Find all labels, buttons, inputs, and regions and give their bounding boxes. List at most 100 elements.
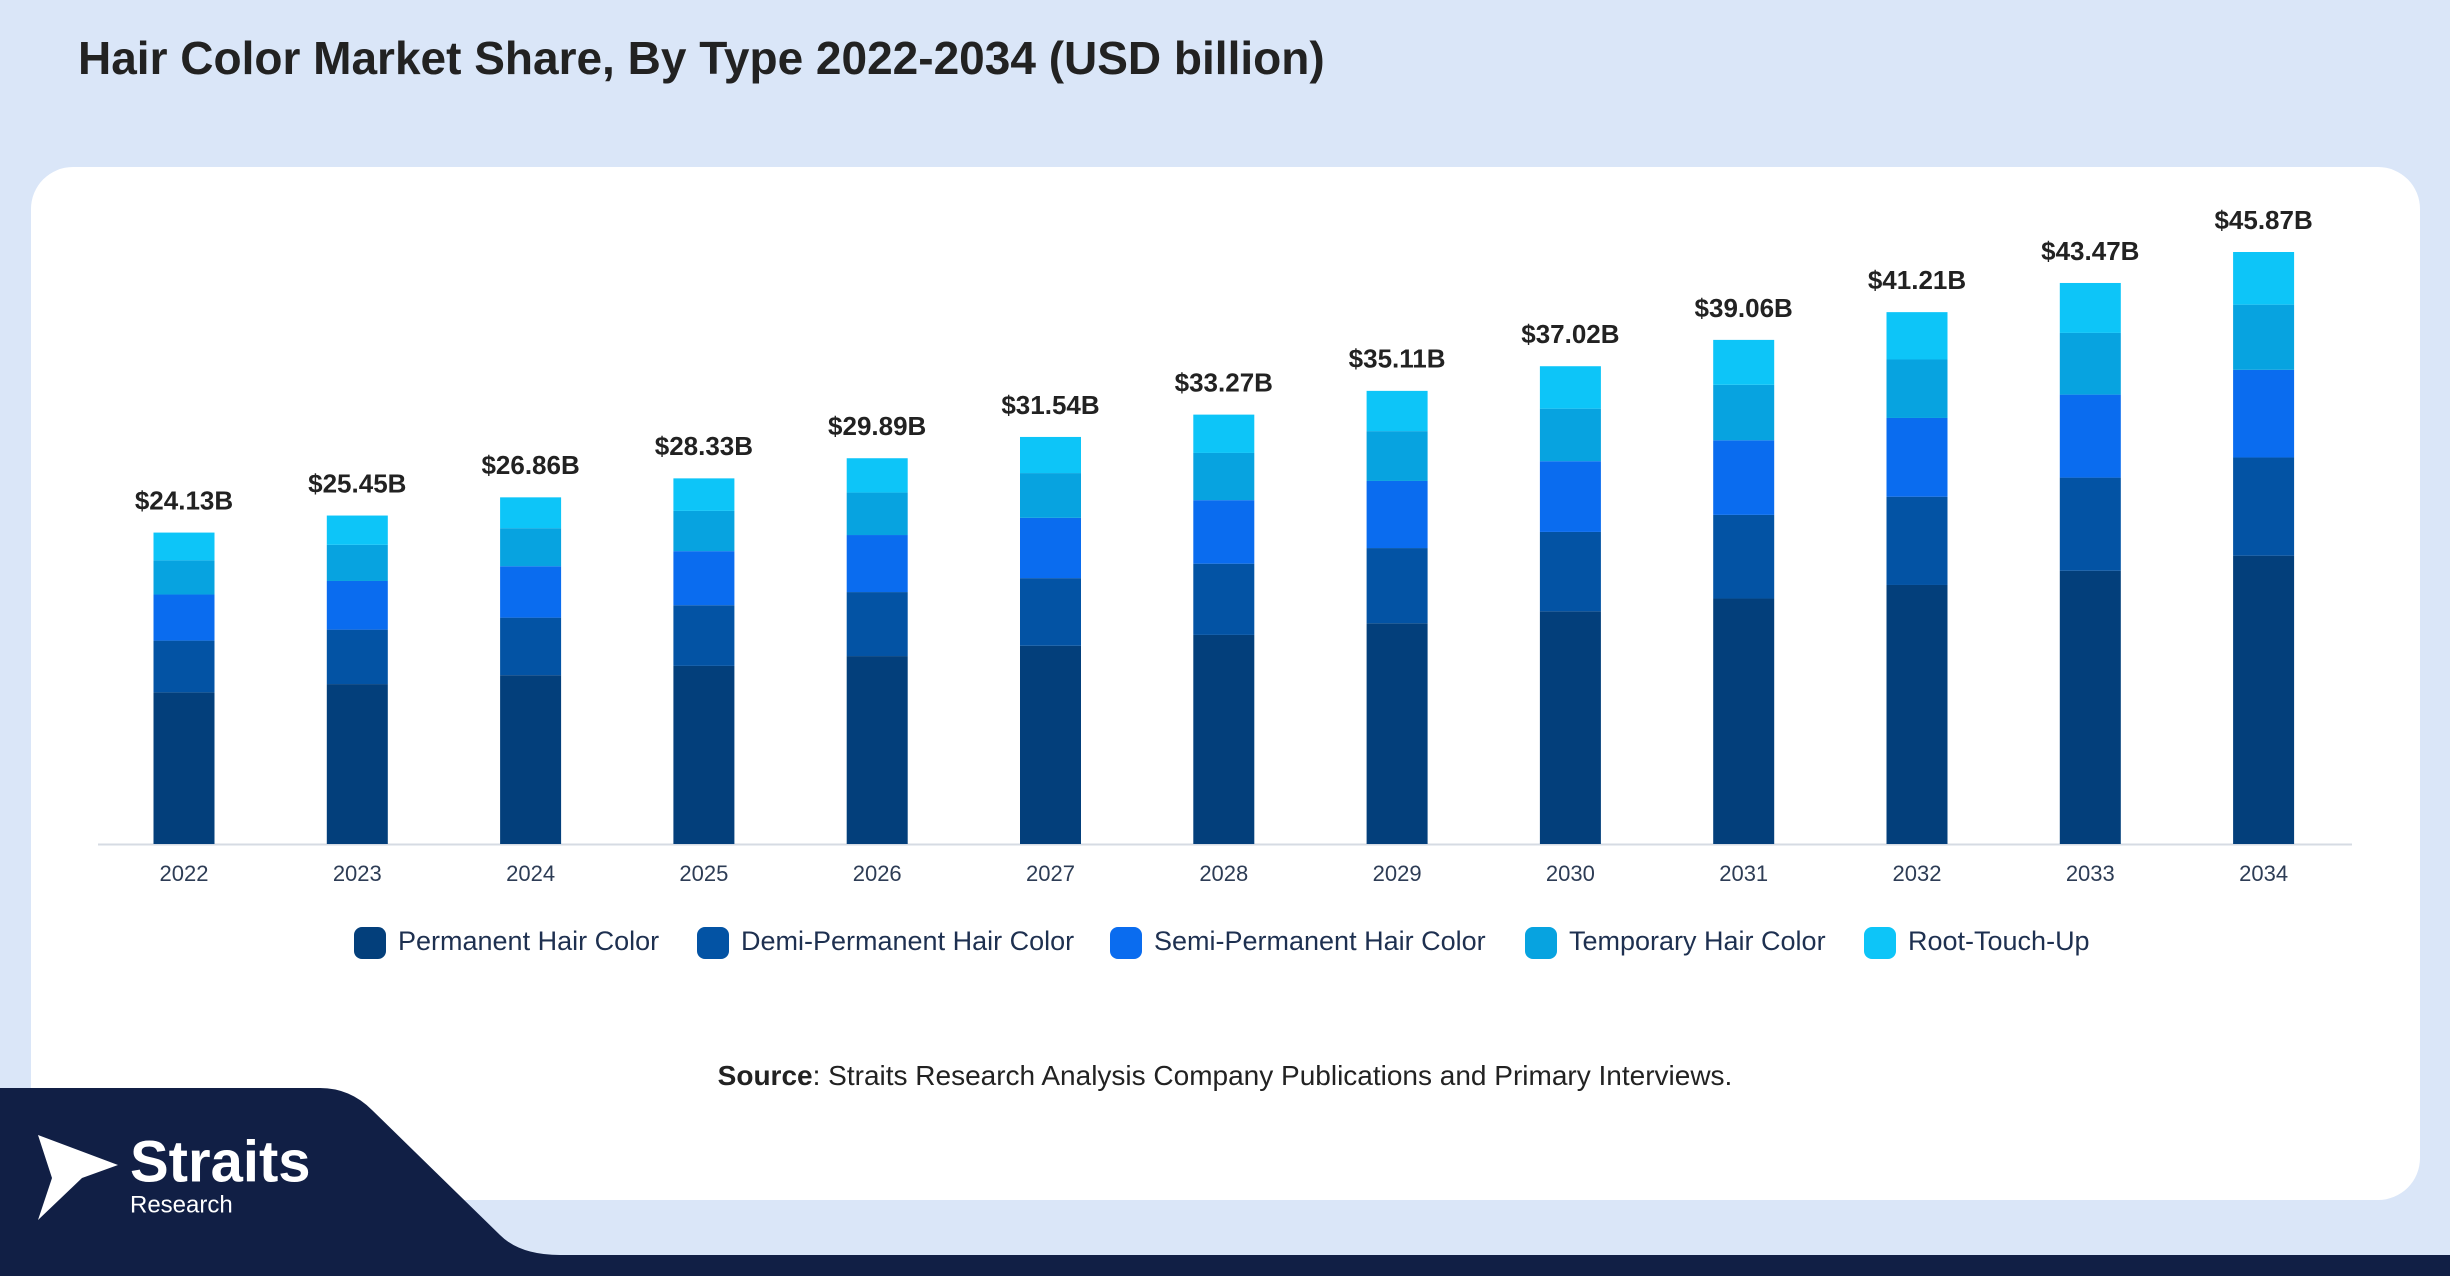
- x-tick-label: 2026: [853, 861, 902, 886]
- source-text: : Straits Research Analysis Company Publ…: [813, 1060, 1733, 1091]
- x-tick-label: 2029: [1373, 861, 1422, 886]
- bar-segment: [673, 551, 735, 606]
- total-label: $45.87B: [2214, 205, 2312, 235]
- legend-swatch: [1864, 927, 1896, 959]
- bar-segment: [2233, 304, 2295, 370]
- bar-segment: [1193, 500, 1255, 564]
- bar-segment: [1886, 312, 1948, 360]
- bar-segment: [2233, 457, 2295, 556]
- bar-segment: [846, 492, 908, 536]
- total-label: $26.86B: [481, 450, 579, 480]
- bar-segment: [2059, 332, 2121, 395]
- bar-segment: [846, 592, 908, 657]
- bar-segment: [1020, 473, 1081, 518]
- bar-segment: [326, 629, 388, 685]
- bar-segment: [153, 640, 215, 693]
- total-label: $33.27B: [1175, 367, 1273, 397]
- total-label: $25.45B: [308, 468, 406, 498]
- legend-swatch: [697, 927, 729, 959]
- bar-segment: [153, 594, 215, 641]
- x-tick-label: 2025: [679, 861, 728, 886]
- bar-segment: [1020, 517, 1081, 579]
- bar-segment: [673, 510, 735, 552]
- legend-label: Semi-Permanent Hair Color: [1154, 926, 1486, 956]
- bar-segment: [153, 560, 215, 595]
- source-label: Source: [718, 1060, 813, 1091]
- bar-segment: [1366, 623, 1428, 844]
- bar-segment: [1193, 414, 1255, 453]
- bar-segment: [500, 528, 562, 567]
- bar-segment: [673, 478, 735, 511]
- bar-segment: [1539, 366, 1601, 409]
- bar-segment: [153, 532, 215, 561]
- bar-segment: [2059, 394, 2121, 478]
- bar-segment: [1886, 496, 1948, 585]
- bar-segment: [1193, 563, 1255, 635]
- total-label: $29.89B: [828, 411, 926, 441]
- x-tick-label: 2030: [1546, 861, 1595, 886]
- total-label: $28.33B: [655, 431, 753, 461]
- x-tick-label: 2034: [2239, 861, 2288, 886]
- x-tick-label: 2031: [1719, 861, 1768, 886]
- chart-title: Hair Color Market Share, By Type 2022-20…: [78, 32, 1325, 84]
- legend-swatch: [1110, 927, 1142, 959]
- bar-segment: [326, 544, 388, 581]
- bar-segment: [2233, 252, 2295, 305]
- total-label: $24.13B: [135, 485, 233, 515]
- bar-segment: [1713, 514, 1775, 599]
- bar-segment: [1020, 645, 1081, 844]
- bar-segment: [1713, 598, 1775, 844]
- legend-swatch: [354, 927, 386, 959]
- bar-segment: [1366, 431, 1428, 481]
- bar-segment: [846, 535, 908, 593]
- bar-segment: [500, 675, 562, 844]
- legend-label: Demi-Permanent Hair Color: [741, 926, 1074, 956]
- bar-segment: [326, 684, 388, 844]
- total-label: $37.02B: [1521, 319, 1619, 349]
- plot: $24.13B 2022 $25.45B 2023 $26.86B 2024 $28.33B…: [98, 205, 2352, 959]
- bar-segment: [1539, 531, 1601, 612]
- legend-swatch: [1525, 927, 1557, 959]
- bar-segment: [1366, 548, 1428, 624]
- bar-segment: [1713, 384, 1775, 441]
- x-tick-label: 2024: [506, 861, 555, 886]
- legend-label: Root-Touch-Up: [1908, 926, 2090, 956]
- total-label: $35.11B: [1349, 344, 1446, 374]
- x-tick-label: 2023: [333, 861, 382, 886]
- bar-segment: [1193, 452, 1255, 501]
- logo-name: Straits: [130, 1129, 311, 1194]
- bar-segment: [1886, 584, 1948, 844]
- bar-segment: [2059, 282, 2121, 333]
- bar-segment: [1539, 461, 1601, 532]
- bar-segment: [500, 566, 562, 618]
- bar-segment: [673, 605, 735, 666]
- x-tick-label: 2028: [1199, 861, 1248, 886]
- bar-segment: [326, 515, 388, 545]
- bar-segment: [500, 617, 562, 676]
- bar-segment: [2059, 477, 2121, 571]
- bar-segment: [846, 458, 908, 493]
- total-label: $31.54B: [1001, 390, 1099, 420]
- bar-segment: [1366, 480, 1428, 549]
- legend-label: Permanent Hair Color: [398, 926, 659, 956]
- bar-segment: [1886, 417, 1948, 497]
- bar-segment: [500, 497, 562, 529]
- legend-label: Temporary Hair Color: [1569, 926, 1826, 956]
- bar-segment: [1539, 408, 1601, 462]
- bar-segment: [1020, 578, 1081, 646]
- bar-segment: [1020, 436, 1081, 474]
- total-label: $43.47B: [2041, 236, 2139, 266]
- bar-segment: [2233, 369, 2295, 458]
- bar-segment: [673, 665, 735, 844]
- logo-sub: Research: [130, 1191, 233, 1218]
- x-tick-label: 2033: [2066, 861, 2115, 886]
- total-label: $39.06B: [1695, 293, 1793, 323]
- bar-segment: [153, 692, 215, 844]
- logo-mark: [38, 1135, 118, 1220]
- x-tick-label: 2032: [1893, 861, 1942, 886]
- bar-segment: [1193, 634, 1255, 844]
- source-note: Source: Straits Research Analysis Compan…: [718, 1060, 1733, 1091]
- x-tick-label: 2027: [1026, 861, 1075, 886]
- bar-segment: [846, 656, 908, 844]
